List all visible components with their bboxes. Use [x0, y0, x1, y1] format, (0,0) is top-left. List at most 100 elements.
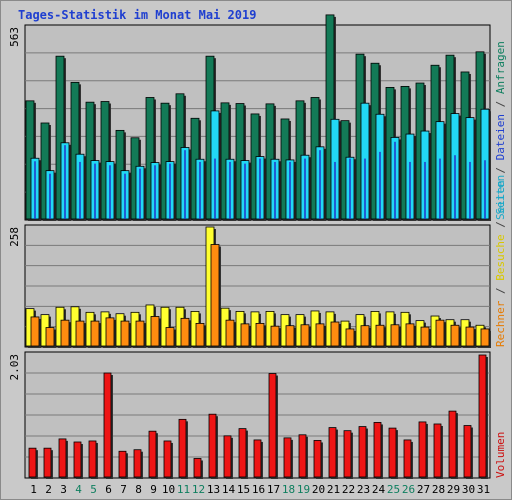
legend-right-top-part-3: /: [494, 94, 507, 114]
rechner-bar-18-body: [285, 325, 295, 347]
volumen-bar-26: [403, 439, 413, 479]
seiten-bar-19: [300, 154, 311, 221]
rechner-bar-13-body: [210, 244, 220, 347]
volumen-bar-17-body: [268, 373, 277, 478]
x-tick-day-14: 14: [222, 483, 236, 496]
x-axis-labels: 1 2 3 4 5 6 7 8 9 10 11 12 13 14 15 16 17 18 19 20 21 22 23 24 2…: [30, 483, 490, 496]
volumen-bar-20: [313, 440, 323, 479]
x-tick-day-4: 4: [75, 483, 82, 496]
seiten-bar-18: [285, 159, 296, 221]
rechner-bar-16: [255, 322, 266, 348]
x-tick-day-15: 15: [237, 483, 250, 496]
seiten-bar-28: [435, 121, 446, 221]
x-tick-day-31: 31: [477, 483, 490, 496]
legend-right-middle-part-1: /: [494, 281, 507, 301]
anfragen-bar-4: [70, 81, 81, 221]
rechner-bar-29: [450, 324, 461, 348]
volumen-bar-24: [373, 422, 383, 479]
volumen-bar-24-body: [373, 422, 382, 478]
volumen-bar-8: [133, 449, 143, 479]
rechner-bar-11: [180, 317, 191, 348]
seiten-bar-11: [180, 147, 191, 221]
rechner-bar-24: [375, 324, 386, 348]
volumen-bar-2: [43, 447, 53, 479]
rechner-bar-15-body: [240, 323, 250, 347]
anfragen-bar-3: [55, 55, 66, 221]
legend-right-bottom-part-0: Volumen: [494, 432, 507, 478]
volumen-bar-3: [58, 438, 68, 479]
x-tick-day-5: 5: [90, 483, 97, 496]
volumen-bar-16-body: [253, 439, 262, 478]
volumen-bar-4: [73, 441, 83, 479]
rechner-bar-21-body: [330, 321, 340, 347]
rechner-bar-14: [225, 319, 236, 348]
x-tick-day-16: 16: [252, 483, 265, 496]
seiten-bar-8: [135, 165, 146, 221]
rechner-bar-31-body: [480, 328, 490, 347]
volumen-bar-7: [118, 450, 128, 479]
rechner-bar-23-body: [360, 325, 370, 347]
rechner-bar-21: [330, 321, 341, 348]
legend-right-top-part-1: /: [494, 160, 507, 180]
chart-title: Tages-Statistik im Monat Mai 2019: [18, 8, 257, 22]
rechner-bar-22-body: [345, 328, 355, 347]
rechner-bar-12-body: [195, 322, 205, 347]
volumen-bar-13: [208, 413, 218, 479]
y-max-tick-1: 563: [8, 27, 21, 47]
besuche-bar-10-body: [160, 306, 170, 347]
seiten-bar-9: [150, 162, 161, 221]
rechner-bar-12: [195, 322, 206, 348]
x-tick-day-2: 2: [45, 483, 52, 496]
volumen-bar-27: [418, 421, 428, 479]
volumen-bar-13-body: [208, 413, 217, 478]
seiten-bar-21: [330, 118, 341, 221]
rechner-bar-13: [210, 244, 221, 348]
volumen-bar-28-body: [433, 423, 442, 478]
seiten-bar-16: [255, 156, 266, 221]
rechner-bar-26: [405, 323, 416, 348]
rechner-bar-4: [75, 320, 86, 348]
volumen-bar-25-body: [388, 427, 397, 478]
rechner-bar-7: [120, 320, 131, 348]
seiten-bar-22: [345, 156, 356, 221]
volumen-bar-14: [223, 435, 233, 479]
x-tick-day-12: 12: [192, 483, 205, 496]
volumen-bar-27-body: [418, 421, 427, 478]
seiten-bar-29: [450, 113, 461, 221]
seiten-bar-27: [420, 130, 431, 221]
volumen-bar-31: [478, 354, 488, 479]
rechner-bar-1-body: [30, 316, 40, 347]
rechner-bar-8-body: [135, 320, 145, 347]
x-tick-day-25: 25: [387, 483, 400, 496]
volumen-bar-5-body: [88, 440, 97, 478]
volumen-bar-23-body: [358, 426, 367, 478]
seiten-bar-12: [195, 158, 206, 221]
seiten-bar-31: [480, 108, 491, 221]
rechner-bar-31: [480, 328, 491, 348]
rechner-bar-29-body: [450, 324, 460, 347]
x-tick-day-6: 6: [105, 483, 112, 496]
x-tick-day-23: 23: [357, 483, 370, 496]
seiten-bar-4: [75, 153, 86, 221]
legend-right-middle-part-4: Seiten: [494, 175, 507, 215]
volumen-bar-21-body: [328, 427, 337, 478]
rechner-bar-11-body: [180, 317, 190, 347]
rechner-bar-17: [270, 325, 281, 348]
rechner-bar-18: [285, 325, 296, 348]
x-tick-day-24: 24: [372, 483, 386, 496]
volumen-bar-22: [343, 430, 353, 479]
legend-right-middle-part-3: /: [494, 215, 507, 235]
rechner-bar-6-body: [105, 317, 115, 347]
rechner-bar-25-body: [390, 324, 400, 347]
seiten-bar-5: [90, 160, 101, 221]
volumen-bar-1: [28, 447, 38, 479]
seiten-bar-6: [105, 161, 116, 221]
legend-right-top-part-0: Seiten: [494, 180, 507, 220]
volumen-bar-12: [193, 458, 203, 479]
volumen-bar-23: [358, 426, 368, 479]
x-tick-day-7: 7: [120, 483, 127, 496]
anfragen-bar-4-body: [70, 81, 80, 220]
volumen-bar-9: [148, 430, 158, 479]
x-tick-day-8: 8: [135, 483, 142, 496]
volumen-bar-14-body: [223, 435, 232, 478]
